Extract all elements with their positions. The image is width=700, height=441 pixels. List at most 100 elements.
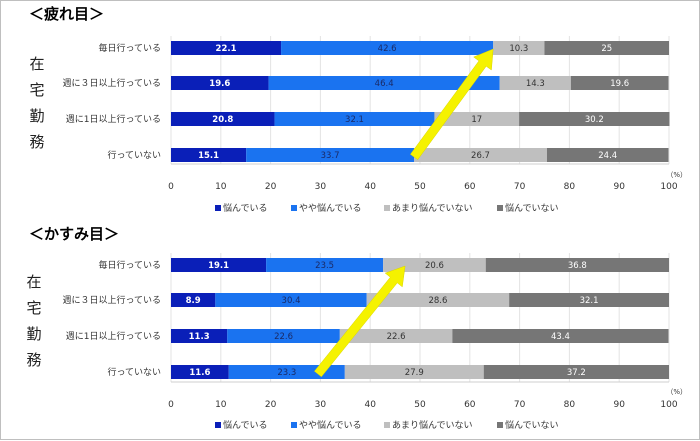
legend-swatch [497,422,503,428]
bar-segment [171,365,229,379]
data-label: 22.6 [387,332,406,342]
chart-title: ＜かすみ目＞ [29,225,119,243]
data-label: 19.1 [208,261,229,271]
legend-label: 悩んでいる [223,202,268,214]
data-label: 30.2 [585,115,604,125]
bar-segment [434,112,520,126]
bar-segment [344,365,484,379]
x-tick-label: 60 [464,400,476,410]
data-label: 43.4 [551,332,570,342]
data-label: 15.1 [198,151,219,161]
bar-segment [215,293,367,307]
data-label: 17 [471,115,482,125]
legend-label: あまり悩んでいない [392,419,473,431]
category-label: 毎日行っている [98,259,161,271]
side-label-char: 勤 [29,107,44,125]
x-tick-label: 0 [168,182,174,192]
bar-segment [509,293,669,307]
x-tick-label: 20 [265,400,277,410]
x-tick-label: 60 [464,182,476,192]
bar-segment [268,76,500,90]
bar-segment [171,148,247,162]
legend-swatch [497,205,503,211]
data-label: 24.4 [598,151,617,161]
data-label: 25 [601,44,612,54]
data-label: 32.1 [345,115,364,125]
data-label: 28.6 [428,296,447,306]
data-label: 30.4 [282,296,301,306]
data-label: 19.6 [610,79,629,89]
bar-segment [414,148,547,162]
x-tick-label: 70 [514,400,526,410]
data-label: 33.7 [321,151,340,161]
side-label-char: 宅 [29,81,44,99]
data-label: 36.8 [568,261,587,271]
bar-segment [452,329,669,343]
side-label-char: 在 [26,273,41,291]
data-label: 22.6 [274,332,293,342]
data-label: 19.6 [209,79,230,89]
legend-label: 悩んでいない [505,202,559,214]
bar-segment [493,41,545,55]
x-tick-label: 90 [613,182,625,192]
x-tick-label: 50 [414,400,426,410]
bar-segment [485,258,669,272]
x-tick-label: 40 [364,182,376,192]
category-label: 行っていない [107,149,161,161]
bar-segment [383,258,486,272]
trend-arrow [314,265,406,378]
x-tick-label: 50 [414,182,426,192]
data-label: 37.2 [567,368,586,378]
category-label: 行っていない [107,366,161,378]
data-label: 46.4 [375,79,394,89]
bar-segment [281,41,494,55]
category-label: 週に３日以上行っている [62,77,161,89]
category-label: 週に1日以上行っている [66,113,161,125]
bar-segment [171,293,216,307]
data-label: 20.8 [212,115,233,125]
unit-label: （%） [666,388,687,396]
bar-segment [228,365,345,379]
data-label: 11.3 [189,332,210,342]
legend-swatch [291,422,297,428]
bar-segment [274,112,435,126]
legend-label: やや悩んでいる [299,419,362,431]
x-tick-label: 0 [168,400,174,410]
data-label: 42.6 [378,44,397,54]
bar-segment [171,329,228,343]
bar-segment [339,329,453,343]
trend-arrow [410,48,494,161]
legend-label: あまり悩んでいない [392,202,473,214]
category-label: 週に３日以上行っている [62,294,161,306]
bar-segment [266,258,384,272]
legend-swatch [215,205,221,211]
x-tick-label: 80 [564,400,576,410]
legend-swatch [215,422,221,428]
x-tick-label: 40 [364,400,376,410]
side-label-char: 宅 [26,299,41,317]
side-label-char: 勤 [26,325,41,343]
data-label: 32.1 [580,296,599,306]
unit-label: （%） [666,171,687,179]
side-label-char: 在 [29,55,44,73]
bar-segment [366,293,510,307]
x-tick-label: 10 [215,400,227,410]
bar-segment [171,258,267,272]
bar-segment [171,41,282,55]
chart-title: ＜疲れ目＞ [29,5,104,23]
data-label: 23.3 [277,368,296,378]
x-tick-label: 90 [613,400,625,410]
bar-segment [246,148,415,162]
legend-swatch [384,205,390,211]
data-label: 11.6 [189,368,210,378]
bar-segment [544,41,669,55]
x-tick-label: 30 [315,182,327,192]
side-label-char: 務 [26,351,41,369]
data-label: 22.1 [216,44,237,54]
category-label: 週に1日以上行っている [66,330,161,342]
bar-segment [227,329,340,343]
x-tick-label: 100 [660,400,677,410]
